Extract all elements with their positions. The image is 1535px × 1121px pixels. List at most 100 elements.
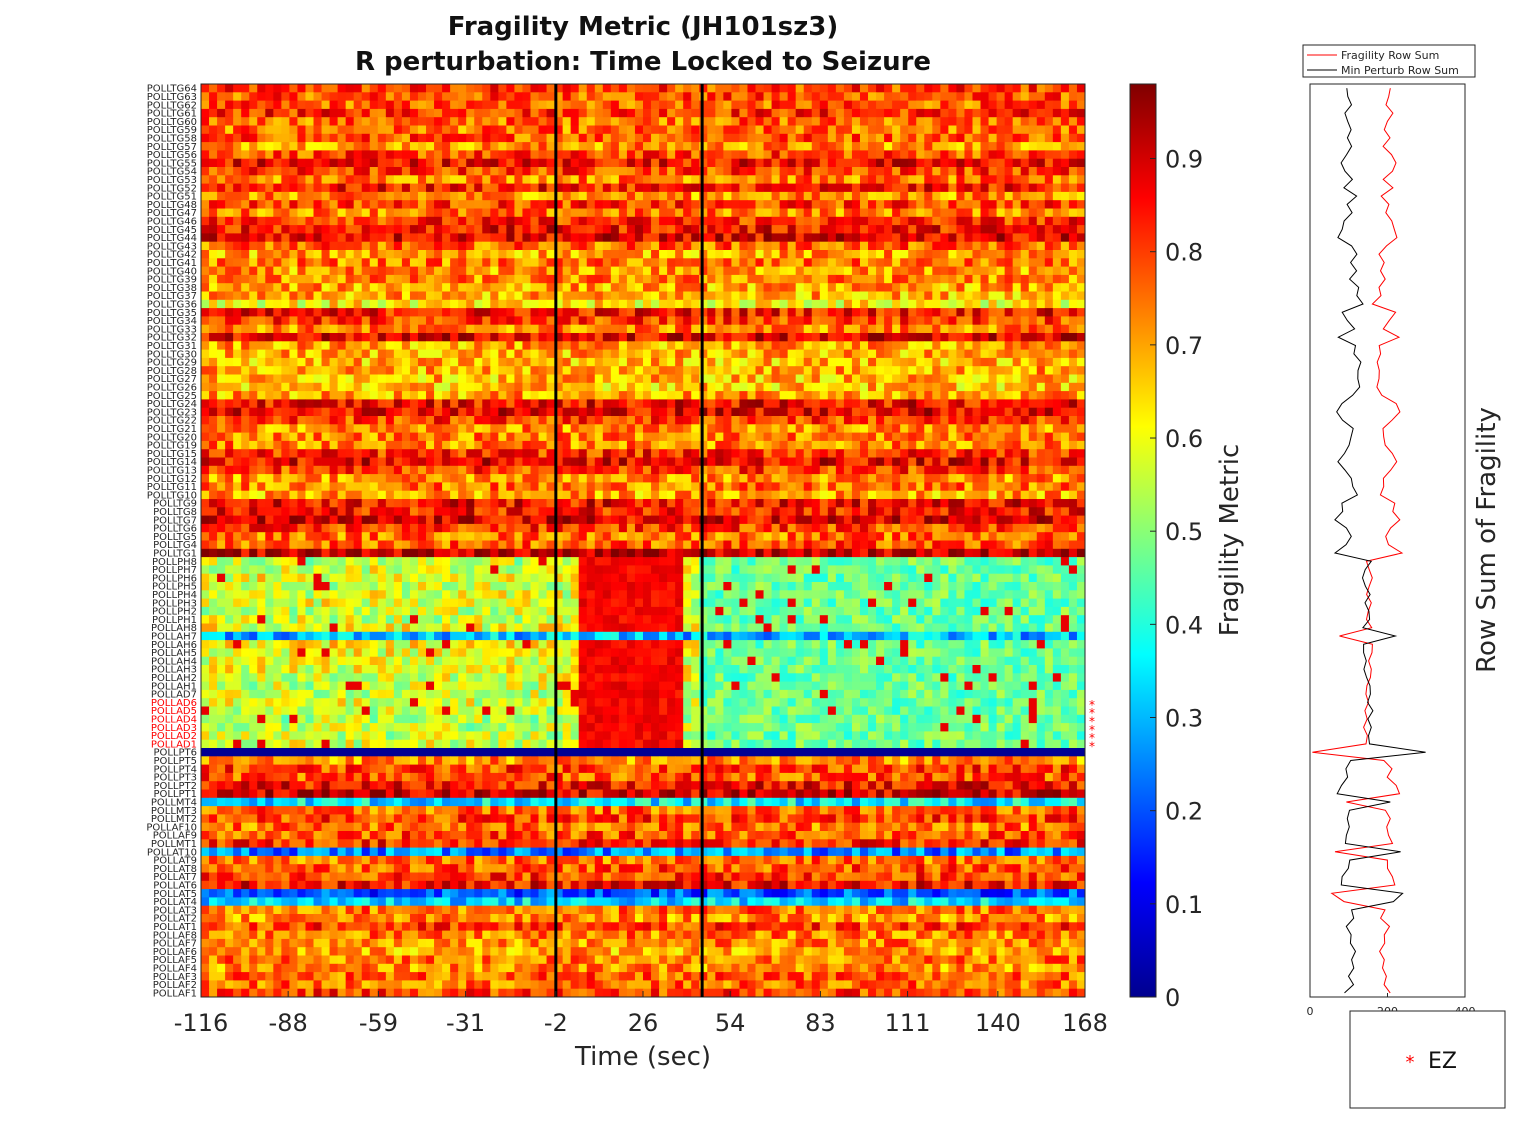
heatmap-cell — [715, 274, 724, 284]
heatmap-cell — [827, 449, 837, 458]
heatmap-cell — [1020, 92, 1030, 101]
heatmap-cell — [498, 440, 507, 450]
heatmap-cell — [209, 416, 218, 425]
heatmap-cell — [217, 374, 226, 384]
heatmap-cell — [851, 142, 861, 151]
heatmap-cell — [924, 416, 933, 425]
heatmap-cell — [377, 333, 387, 342]
heatmap-cell — [602, 92, 612, 101]
heatmap-cell — [884, 150, 893, 160]
heatmap-cell — [417, 432, 427, 442]
heatmap-cell — [819, 424, 829, 433]
heatmap-cell — [1076, 440, 1086, 450]
heatmap-cell — [217, 133, 226, 143]
heatmap-cell — [482, 133, 491, 143]
heatmap-cell — [827, 125, 837, 135]
heatmap-cell — [594, 191, 604, 201]
heatmap-cell — [442, 440, 451, 450]
heatmap-cell — [707, 291, 716, 301]
heatmap-cell — [723, 84, 732, 93]
heatmap-cell — [514, 266, 523, 276]
heatmap-cell — [530, 150, 539, 160]
heatmap-cell — [329, 374, 339, 384]
heatmap-cell — [434, 167, 443, 176]
heatmap-cell — [377, 266, 387, 276]
heatmap-cell — [369, 357, 379, 367]
heatmap-cell — [739, 333, 748, 342]
heatmap-cell — [538, 424, 547, 433]
heatmap-cell — [281, 208, 290, 218]
heatmap-cell — [618, 108, 628, 118]
heatmap-cell — [610, 357, 620, 367]
heatmap-cell — [843, 291, 853, 301]
heatmap-cell — [980, 440, 989, 450]
heatmap-cell — [884, 308, 893, 317]
heatmap-cell — [707, 449, 716, 458]
heatmap-cell — [578, 424, 588, 433]
heatmap-cell — [361, 84, 371, 93]
heatmap-cell — [217, 233, 226, 243]
heatmap-cell — [385, 382, 395, 392]
heatmap-cell — [819, 341, 829, 350]
heatmap-cell — [675, 391, 684, 400]
heatmap-cell — [442, 208, 451, 218]
heatmap-cell — [377, 432, 387, 442]
heatmap-cell — [241, 349, 250, 359]
heatmap-cell — [1052, 283, 1062, 292]
heatmap-cell — [980, 175, 989, 184]
heatmap-cell — [361, 283, 371, 292]
heatmap-cell — [450, 424, 459, 433]
heatmap-cell — [988, 432, 997, 442]
heatmap-cell — [803, 150, 813, 160]
heatmap-cell — [305, 366, 314, 375]
heatmap-cell — [345, 100, 355, 110]
heatmap-cell — [369, 84, 379, 93]
heatmap-cell — [827, 366, 837, 375]
heatmap-cell — [249, 183, 258, 193]
heatmap-cell — [835, 117, 845, 126]
heatmap-cell — [868, 167, 877, 176]
heatmap-cell — [755, 117, 764, 126]
heatmap-cell — [980, 250, 989, 259]
heatmap-cell — [900, 108, 909, 118]
heatmap-cell — [618, 200, 628, 209]
heatmap-cell — [458, 416, 467, 425]
heatmap-cell — [201, 117, 210, 126]
heatmap-cell — [594, 150, 604, 160]
heatmap-cell — [385, 274, 395, 284]
heatmap-cell — [265, 357, 274, 367]
heatmap-cell — [345, 424, 355, 433]
heatmap-cell — [482, 407, 491, 417]
heatmap-cell — [594, 233, 604, 243]
heatmap-cell — [450, 274, 459, 284]
heatmap-cell — [779, 241, 789, 251]
heatmap-cell — [1076, 250, 1086, 259]
heatmap-cell — [763, 391, 772, 400]
heatmap-cell — [908, 349, 917, 359]
heatmap-cell — [289, 266, 298, 276]
heatmap-cell — [996, 341, 1006, 350]
heatmap-cell — [466, 241, 475, 251]
heatmap-cell — [345, 208, 355, 218]
heatmap-cell — [956, 308, 965, 317]
heatmap-cell — [892, 308, 901, 317]
heatmap-cell — [651, 208, 660, 218]
heatmap-cell — [763, 258, 772, 267]
heatmap-cell — [474, 183, 483, 193]
heatmap-cell — [859, 133, 869, 143]
heatmap-cell — [570, 333, 580, 342]
heatmap-cell — [940, 150, 949, 160]
heatmap-cell — [884, 175, 893, 184]
heatmap-cell — [1052, 382, 1062, 392]
heatmap-cell — [442, 133, 451, 143]
heatmap-cell — [964, 449, 973, 458]
heatmap-cell — [739, 233, 748, 243]
heatmap-cell — [1076, 266, 1086, 276]
heatmap-cell — [345, 117, 355, 126]
heatmap-cell — [249, 399, 258, 409]
heatmap-cell — [474, 274, 483, 284]
heatmap-cell — [683, 167, 692, 176]
heatmap-cell — [337, 324, 347, 334]
heatmap-cell — [1028, 407, 1038, 417]
heatmap-cell — [827, 291, 837, 301]
